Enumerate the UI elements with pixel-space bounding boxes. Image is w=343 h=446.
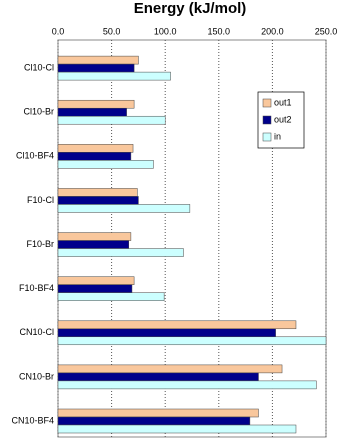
bar [57, 71, 171, 81]
bar [57, 144, 134, 153]
bar [57, 196, 139, 205]
bar [57, 408, 259, 418]
y-tick-label: Cl10-BF4 [16, 151, 54, 161]
bar [57, 336, 327, 346]
bar [57, 292, 165, 301]
bar [57, 320, 297, 330]
x-tick-label: 150.0 [208, 26, 231, 36]
y-tick-label: Cl10-Cl [24, 62, 54, 72]
bar [57, 364, 283, 374]
bar [57, 107, 127, 117]
y-tick-label: F10-Cl [27, 195, 54, 205]
bar [57, 372, 259, 382]
y-tick-label: CN10-Cl [19, 327, 54, 337]
bar [57, 99, 135, 109]
legend-swatch [262, 115, 272, 125]
bar [57, 424, 297, 434]
legend-label: out1 [274, 97, 292, 107]
legend-swatch [262, 98, 272, 108]
bar [57, 248, 184, 257]
y-tick-label: Cl10-Br [23, 107, 54, 117]
y-tick-label: F10-BF4 [19, 283, 54, 293]
bar [57, 55, 139, 65]
bar [57, 416, 251, 426]
y-tick-label: CN10-Br [19, 371, 54, 381]
bar [57, 204, 191, 213]
bar [57, 284, 133, 293]
legend-swatch [262, 132, 272, 142]
x-tick-label: 200.0 [261, 26, 284, 36]
legend-label: out2 [274, 114, 292, 124]
bar [57, 240, 130, 249]
y-tick-label: F10-Br [26, 239, 54, 249]
chart-title: Energy (kJ/mol) [134, 0, 247, 17]
bar [57, 380, 317, 390]
bar [57, 188, 138, 197]
bar [57, 63, 135, 73]
bar [57, 152, 132, 161]
legend-label: in [274, 131, 281, 141]
bar [57, 328, 276, 338]
x-tick-label: 100.0 [154, 26, 177, 36]
bar [57, 115, 166, 125]
x-tick-label: 0.0 [52, 26, 65, 36]
y-tick-label: CN10-BF4 [11, 415, 54, 425]
bar [57, 160, 154, 169]
x-tick-label: 50.0 [103, 26, 121, 36]
bar [57, 232, 132, 241]
x-tick-label: 250.0 [315, 26, 338, 36]
bar [57, 276, 135, 285]
